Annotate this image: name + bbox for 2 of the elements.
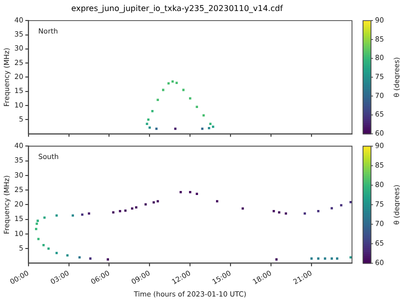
- chart-title: expres_juno_jupiter_io_txka-y235_20230110_v14.cdf: [71, 4, 283, 13]
- point: [171, 80, 174, 83]
